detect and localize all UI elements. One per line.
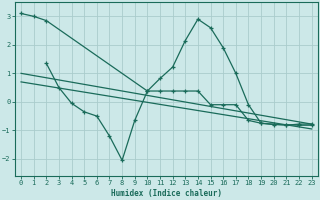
X-axis label: Humidex (Indice chaleur): Humidex (Indice chaleur)	[111, 189, 222, 198]
